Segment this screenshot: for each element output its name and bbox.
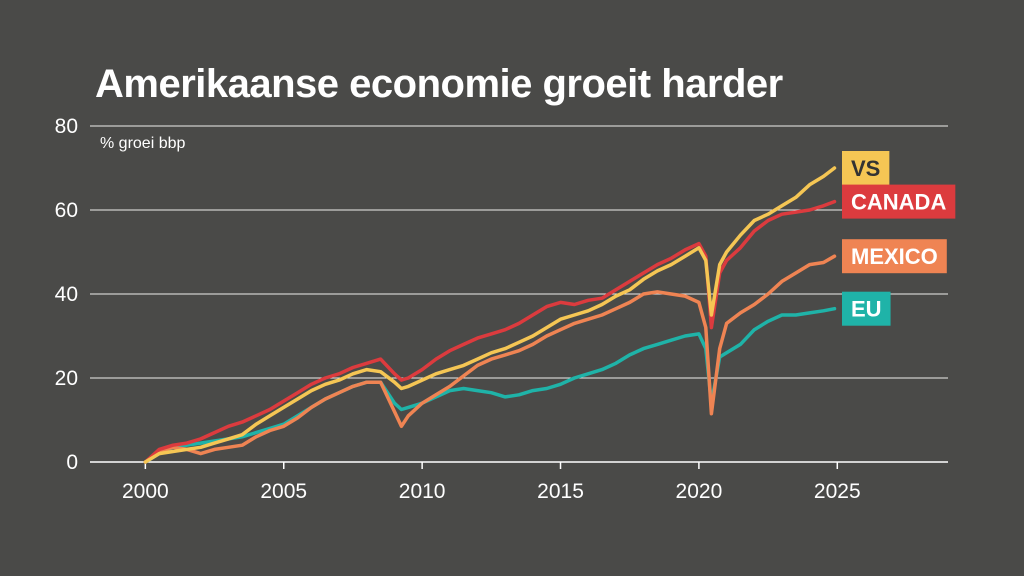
series-label-canada: CANADA bbox=[842, 184, 956, 219]
y-tick-label: 80 bbox=[55, 115, 78, 138]
series-line-mexico bbox=[143, 254, 837, 464]
series-label-text: VS bbox=[851, 156, 880, 181]
series-line-canada bbox=[143, 199, 837, 464]
series-label-mexico: MEXICO bbox=[842, 239, 947, 274]
series-line-vs bbox=[143, 166, 837, 464]
series-label-eu: EU bbox=[842, 291, 891, 326]
y-tick-label: 20 bbox=[55, 367, 78, 390]
y-tick-label: 40 bbox=[55, 283, 78, 306]
series-label-text: MEXICO bbox=[851, 244, 938, 269]
x-tick-label: 2025 bbox=[814, 480, 861, 503]
series-label-box bbox=[842, 239, 947, 274]
x-tick-label: 2015 bbox=[537, 480, 584, 503]
series-label-box bbox=[842, 151, 890, 185]
chart-title: Amerikaanse economie groeit harder bbox=[95, 62, 783, 106]
series-label-text: CANADA bbox=[851, 190, 946, 215]
series-lines bbox=[143, 166, 837, 464]
series-label-text: EU bbox=[851, 297, 882, 322]
series-label-vs: VS bbox=[842, 151, 890, 185]
series-line-eu bbox=[143, 306, 837, 464]
series-label-box bbox=[842, 291, 891, 326]
y-axis-tick-labels: 0 20 40 60 80 bbox=[55, 115, 78, 474]
x-tick-label: 2010 bbox=[399, 480, 446, 503]
x-tick-label: 2000 bbox=[122, 480, 169, 503]
series-label-box bbox=[842, 184, 956, 219]
y-tick-label: 0 bbox=[66, 451, 78, 474]
x-axis-tick-labels: 2000 2005 2010 2015 2020 2025 bbox=[122, 462, 861, 503]
gridlines bbox=[90, 125, 948, 463]
y-axis-unit-label: % groei bbp bbox=[100, 135, 185, 152]
series-labels: VS CANADA MEXICO EU bbox=[842, 151, 956, 326]
x-tick-label: 2005 bbox=[260, 480, 307, 503]
x-tick-label: 2020 bbox=[676, 480, 723, 503]
y-tick-label: 60 bbox=[55, 199, 78, 222]
